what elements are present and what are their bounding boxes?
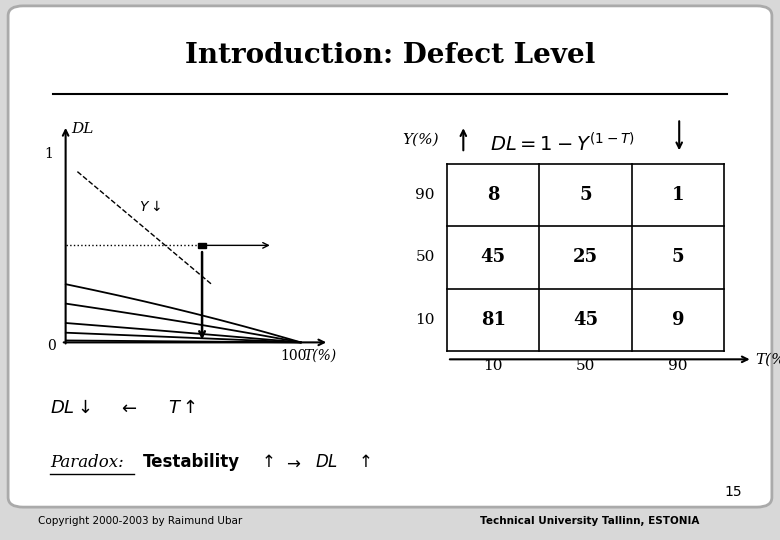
Text: 90: 90 — [668, 359, 688, 373]
Text: 10: 10 — [415, 313, 434, 327]
Text: Technical University Tallinn, ESTONIA: Technical University Tallinn, ESTONIA — [480, 516, 699, 526]
Text: $T\uparrow$: $T\uparrow$ — [168, 399, 196, 417]
Text: 15: 15 — [725, 485, 742, 500]
Text: $\uparrow$: $\uparrow$ — [355, 453, 370, 471]
Text: T(%): T(%) — [303, 349, 336, 363]
Text: 100: 100 — [281, 349, 307, 363]
Text: $DL = 1 - Y^{(1-T)}$: $DL = 1 - Y^{(1-T)}$ — [490, 132, 635, 155]
Text: 45: 45 — [573, 310, 598, 329]
Text: 9: 9 — [672, 310, 684, 329]
Text: DL: DL — [71, 122, 94, 136]
Text: $Y\downarrow$: $Y\downarrow$ — [140, 199, 161, 214]
Text: $\leftarrow$: $\leftarrow$ — [118, 399, 137, 417]
Text: $\rightarrow$: $\rightarrow$ — [283, 453, 301, 471]
Text: 5: 5 — [580, 186, 592, 204]
Text: Introduction: Defect Level: Introduction: Defect Level — [185, 42, 595, 69]
Text: 1: 1 — [672, 186, 684, 204]
Text: 25: 25 — [573, 248, 598, 266]
Text: 50: 50 — [416, 250, 434, 264]
Text: 81: 81 — [480, 310, 505, 329]
Text: 50: 50 — [576, 359, 595, 373]
Text: $DL$: $DL$ — [315, 454, 339, 471]
Text: T(%): T(%) — [755, 352, 780, 366]
Text: $DL\downarrow$: $DL\downarrow$ — [50, 399, 90, 417]
Text: Y(%): Y(%) — [402, 132, 439, 146]
Text: Copyright 2000-2003 by Raimund Ubar: Copyright 2000-2003 by Raimund Ubar — [38, 516, 243, 526]
Text: 45: 45 — [480, 248, 505, 266]
Text: 90: 90 — [415, 188, 434, 202]
FancyBboxPatch shape — [8, 6, 772, 507]
Text: Paradox:: Paradox: — [50, 454, 123, 471]
Bar — [198, 243, 206, 248]
Text: 10: 10 — [484, 359, 503, 373]
Text: 0: 0 — [47, 339, 56, 353]
Text: 1: 1 — [44, 147, 54, 161]
Text: 8: 8 — [487, 186, 499, 204]
Text: Testability: Testability — [143, 453, 240, 471]
Text: $\uparrow$: $\uparrow$ — [258, 453, 274, 471]
Text: 5: 5 — [672, 248, 684, 266]
